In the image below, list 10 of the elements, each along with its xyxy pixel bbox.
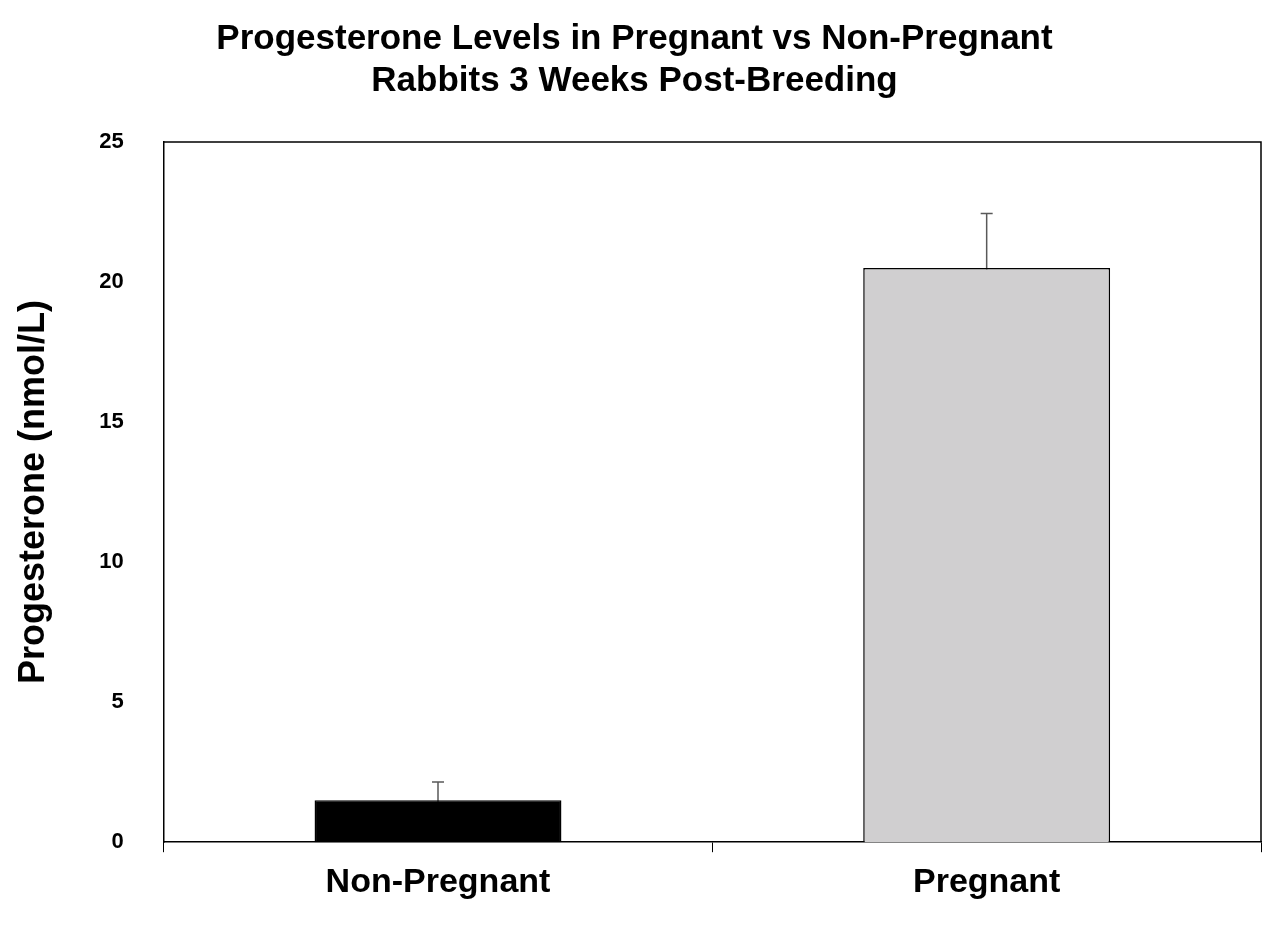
x-tick-label: Pregnant: [912, 860, 1061, 899]
x-tick-label: Non-Pregnant: [325, 860, 551, 899]
y-axis-title: Progesterone (nmol/L): [10, 300, 52, 685]
y-tick-label: 15: [99, 408, 124, 434]
y-tick-label: 25: [99, 128, 124, 154]
y-tick-label: 20: [99, 268, 124, 294]
y-tick-label: 0: [111, 828, 124, 854]
y-tick-label: 10: [99, 548, 124, 574]
chart-title: Progesterone Levels in Pregnant vs Non-Pregnant Rabbits 3 Weeks Post-Breeding: [216, 16, 1053, 98]
y-tick-label: 5: [111, 688, 124, 714]
